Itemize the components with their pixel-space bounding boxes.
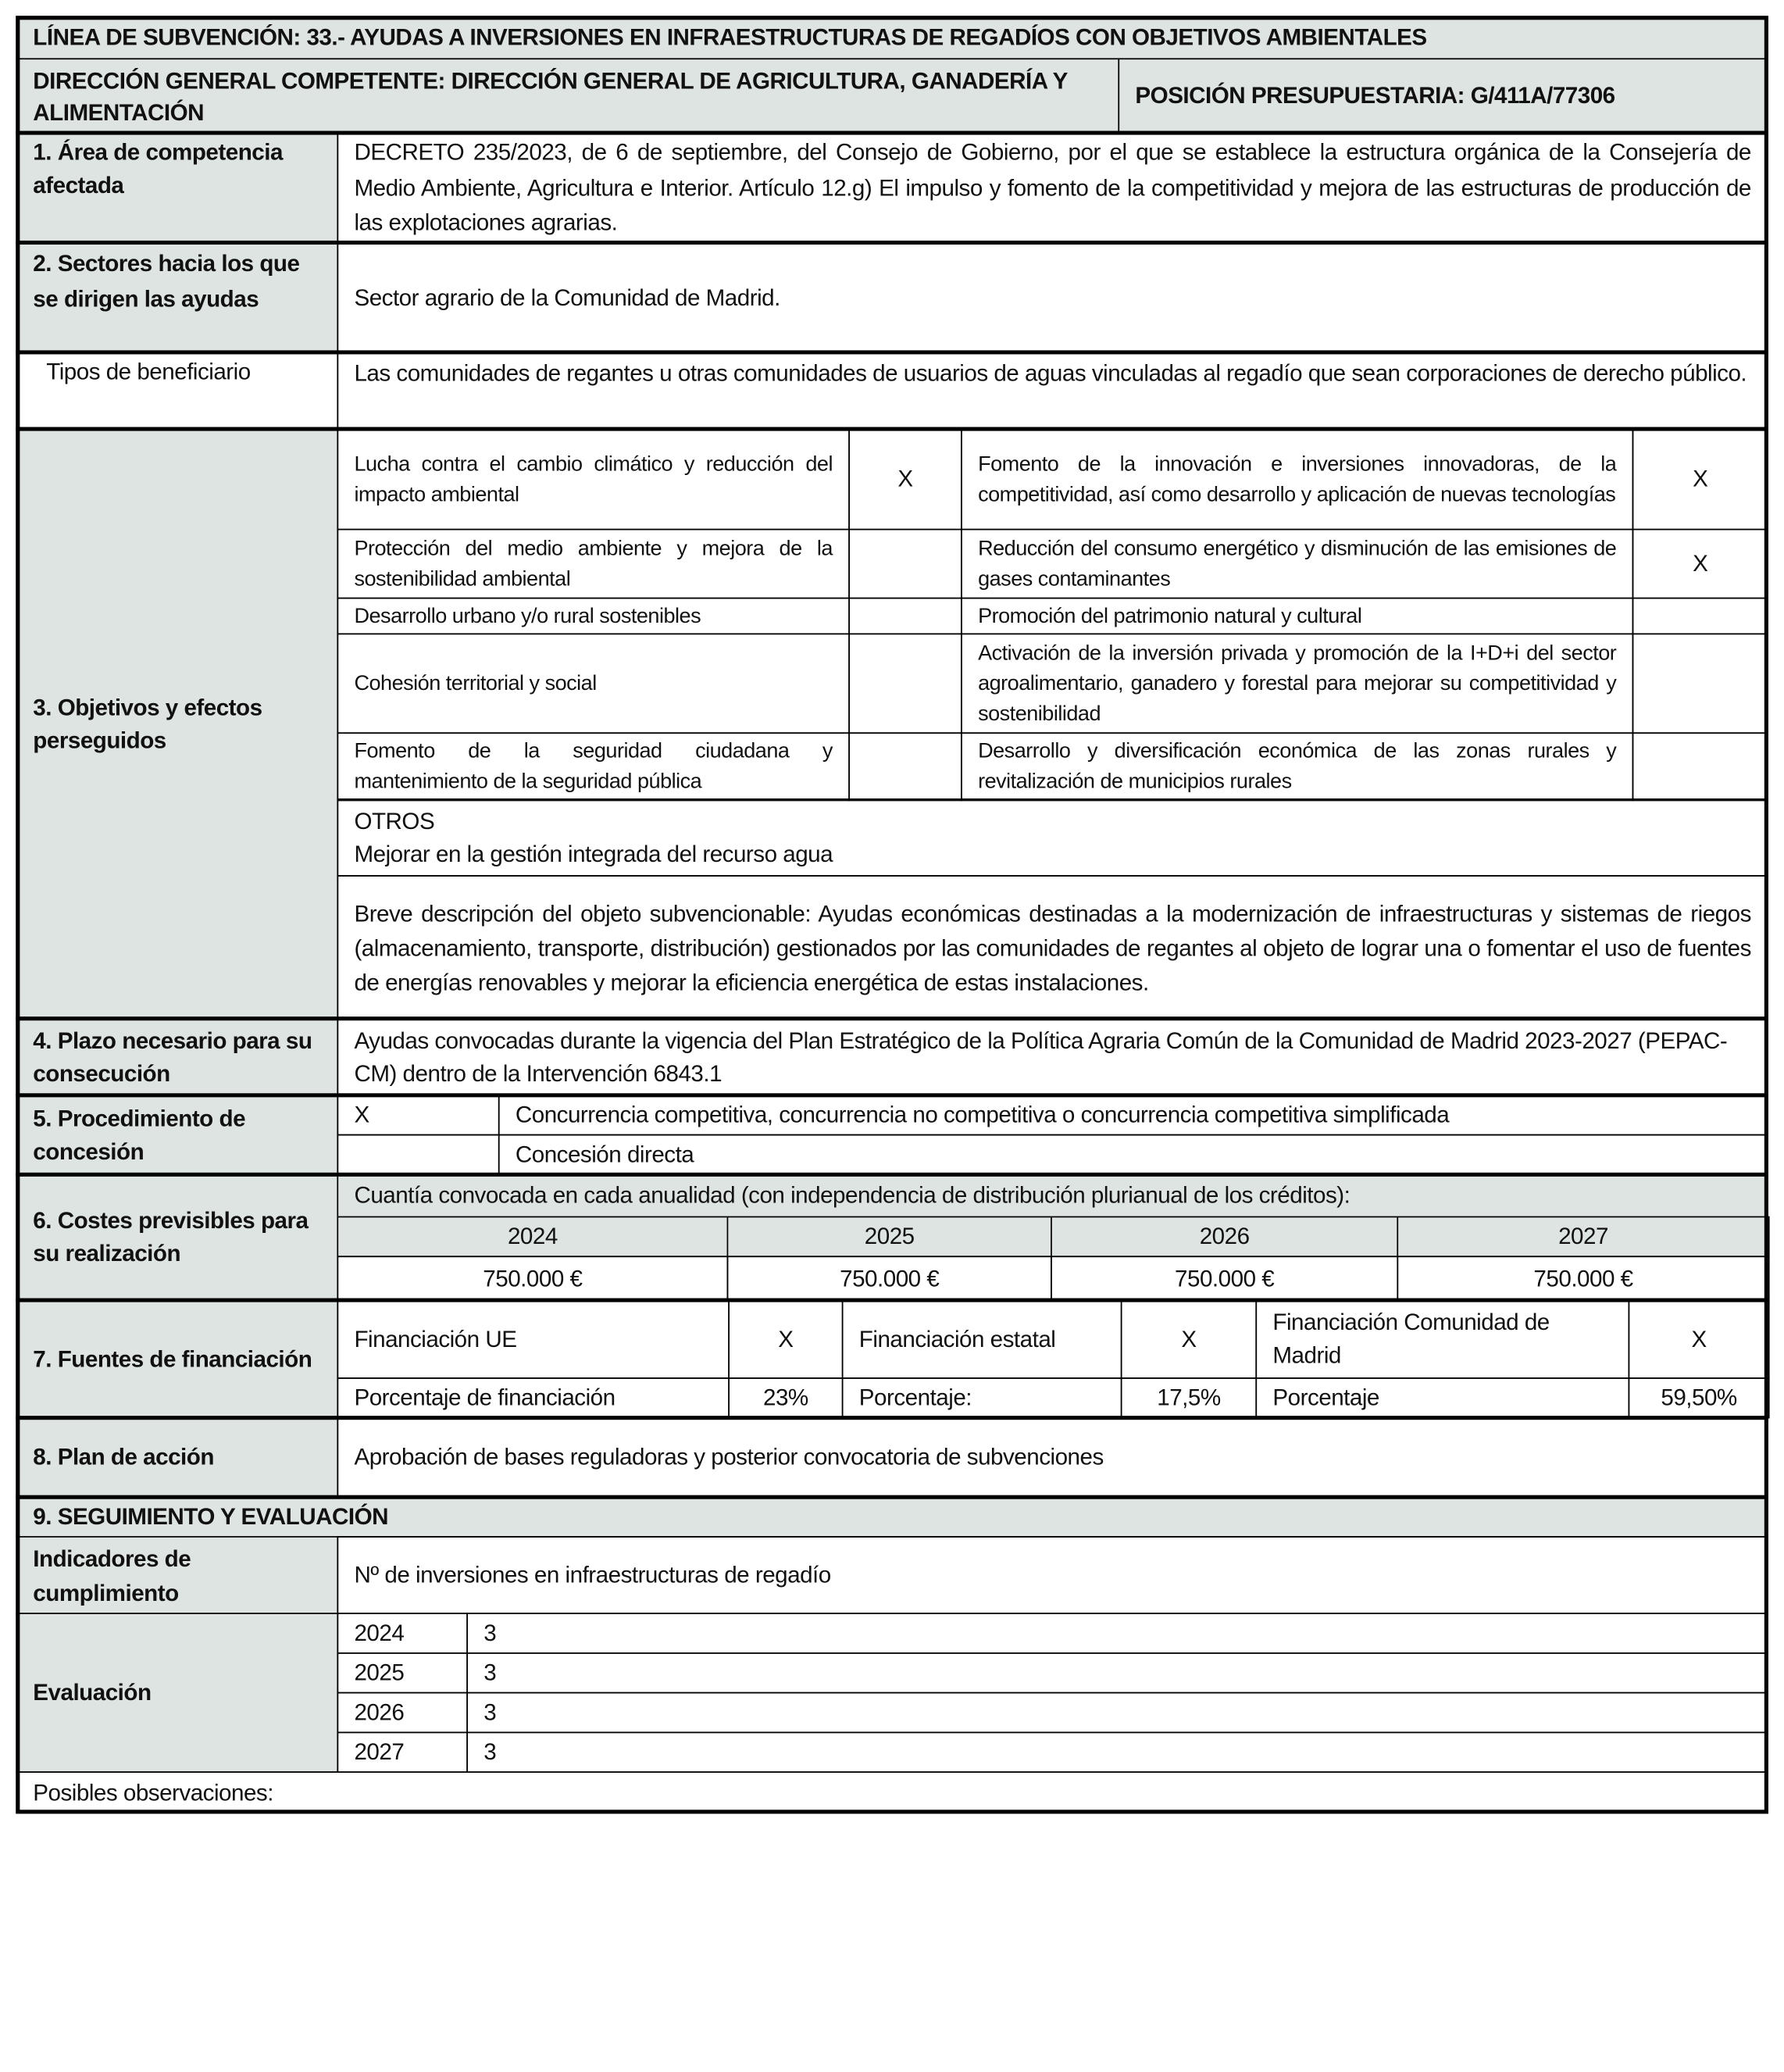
objective-right-mark-4[interactable] xyxy=(1632,732,1768,802)
objective-left-mark-2[interactable] xyxy=(848,597,962,635)
divider xyxy=(16,1172,1768,1177)
funding-mark-2[interactable]: X xyxy=(1628,1299,1770,1379)
objective-left-0: Lucha contra el cambio climático y reduc… xyxy=(337,428,850,531)
divider xyxy=(16,1016,1768,1021)
posicion-presupuestaria: POSICIÓN PRESUPUESTARIA: G/411A/77306 xyxy=(1118,58,1768,134)
divider xyxy=(16,130,1768,135)
objective-right-3: Activación de la inversión privada y pro… xyxy=(961,633,1634,734)
funding-pct-1: 17,5% xyxy=(1120,1377,1258,1419)
section-4-label: 4. Plazo necesario para su consecución xyxy=(16,1017,339,1096)
objective-right-mark-3[interactable] xyxy=(1632,633,1768,734)
cost-year-0: 2024 xyxy=(337,1216,729,1258)
objective-left-1: Protección del medio ambiente y mejora d… xyxy=(337,528,850,599)
objective-right-mark-2[interactable] xyxy=(1632,597,1768,635)
divider xyxy=(16,1093,1768,1098)
procedure-mark-0[interactable]: X xyxy=(337,1094,500,1136)
section-7-label: 7. Fuentes de financiación xyxy=(16,1299,339,1419)
objective-right-2: Promoción del patrimonio natural y cultu… xyxy=(961,597,1634,635)
eval-year-3: 2027 xyxy=(337,1731,468,1773)
funding-source-2: Financiación Comunidad de Madrid xyxy=(1255,1299,1630,1379)
eval-value-2: 3 xyxy=(466,1692,1768,1734)
cost-amount-3: 750.000 € xyxy=(1397,1256,1770,1301)
funding-pct-label-0: Porcentaje de financiación xyxy=(337,1377,730,1419)
section-6-label: 6. Costes previsibles para su realizació… xyxy=(16,1174,339,1301)
section-4-value: Ayudas convocadas durante la vigencia de… xyxy=(337,1017,1768,1096)
observaciones: Posibles observaciones: xyxy=(16,1771,1768,1814)
section-1-label: 1. Área de competencia afectada xyxy=(16,132,339,244)
funding-pct-label-2: Porcentaje xyxy=(1255,1377,1630,1419)
divider xyxy=(16,1495,1768,1499)
funding-source-0: Financiación UE xyxy=(337,1299,730,1379)
objective-right-1: Reducción del consumo energético y dismi… xyxy=(961,528,1634,599)
eval-year-0: 2024 xyxy=(337,1613,468,1654)
tipos-label: Tipos de beneficiario xyxy=(16,352,339,430)
section-8-label: 8. Plan de acción xyxy=(16,1416,339,1499)
funding-pct-label-1: Porcentaje: xyxy=(841,1377,1122,1419)
cost-amount-1: 750.000 € xyxy=(726,1256,1052,1301)
cost-year-2: 2026 xyxy=(1051,1216,1399,1258)
eval-value-1: 3 xyxy=(466,1652,1768,1694)
section-3-label: 3. Objetivos y efectos perseguidos xyxy=(16,428,339,1020)
breve-descripcion: Breve descripción del objeto subvenciona… xyxy=(337,875,1768,1020)
cost-amount-2: 750.000 € xyxy=(1051,1256,1399,1301)
section-1-value: DECRETO 235/2023, de 6 de septiembre, de… xyxy=(337,132,1768,244)
otros-value: Mejorar en la gestión integrada del recu… xyxy=(354,840,833,867)
section-2-value: Sector agrario de la Comunidad de Madrid… xyxy=(337,241,1768,353)
eval-year-2: 2026 xyxy=(337,1692,468,1734)
funding-mark-0[interactable]: X xyxy=(728,1299,844,1379)
direccion-general: DIRECCIÓN GENERAL COMPETENTE: DIRECCIÓN … xyxy=(16,58,1120,134)
otros: OTROS Mejorar en la gestión integrada de… xyxy=(337,798,1768,877)
section-9-title: 9. SEGUIMIENTO Y EVALUACIÓN xyxy=(16,1496,1768,1538)
eval-year-1: 2025 xyxy=(337,1652,468,1694)
divider xyxy=(16,1416,1768,1420)
funding-source-1: Financiación estatal xyxy=(841,1299,1122,1379)
cost-year-3: 2027 xyxy=(1397,1216,1770,1258)
indicadores-value: Nº de inversiones en infraestructuras de… xyxy=(337,1536,1768,1614)
objective-left-mark-0[interactable]: X xyxy=(848,428,962,531)
procedure-option-1: Concesión directa xyxy=(498,1134,1768,1176)
section-2-label: 2. Sectores hacia los que se dirigen las… xyxy=(16,241,339,353)
eval-value-3: 3 xyxy=(466,1731,1768,1773)
procedure-mark-1[interactable] xyxy=(337,1134,500,1176)
evaluacion-label: Evaluación xyxy=(16,1613,339,1773)
costes-caption: Cuantía convocada en cada anualidad (con… xyxy=(337,1174,1768,1218)
procedure-option-0: Concurrencia competitiva, concurrencia n… xyxy=(498,1094,1768,1136)
objective-right-mark-1[interactable]: X xyxy=(1632,528,1768,599)
eval-value-0: 3 xyxy=(466,1613,1768,1654)
objective-right-4: Desarrollo y diversificación económica d… xyxy=(961,732,1634,802)
objective-left-2: Desarrollo urbano y/o rural sostenibles xyxy=(337,597,850,635)
funding-mark-1[interactable]: X xyxy=(1120,1299,1258,1379)
indicadores-label: Indicadores de cumplimiento xyxy=(16,1536,339,1614)
objective-right-mark-0[interactable]: X xyxy=(1632,428,1768,531)
tipos-value: Las comunidades de regantes u otras comu… xyxy=(337,352,1768,430)
funding-pct-0: 23% xyxy=(728,1377,844,1419)
section-8-value: Aprobación de bases reguladoras y poster… xyxy=(337,1416,1768,1499)
otros-label: OTROS xyxy=(354,806,435,834)
divider xyxy=(16,427,1768,431)
divider xyxy=(16,350,1768,355)
divider xyxy=(16,1298,1768,1302)
objective-left-mark-3[interactable] xyxy=(848,633,962,734)
line-title: LÍNEA DE SUBVENCIÓN: 33.- AYUDAS A INVER… xyxy=(16,16,1768,60)
objective-right-0: Fomento de la innovación e inversiones i… xyxy=(961,428,1634,531)
divider xyxy=(16,240,1768,245)
objective-left-3: Cohesión territorial y social xyxy=(337,633,850,734)
objective-left-mark-4[interactable] xyxy=(848,732,962,802)
section-5-label: 5. Procedimiento de concesión xyxy=(16,1094,339,1176)
objective-left-4: Fomento de la seguridad ciudadana y mant… xyxy=(337,732,850,802)
objective-left-mark-1[interactable] xyxy=(848,528,962,599)
cost-amount-0: 750.000 € xyxy=(337,1256,729,1301)
funding-pct-2: 59,50% xyxy=(1628,1377,1770,1419)
cost-year-1: 2025 xyxy=(726,1216,1052,1258)
